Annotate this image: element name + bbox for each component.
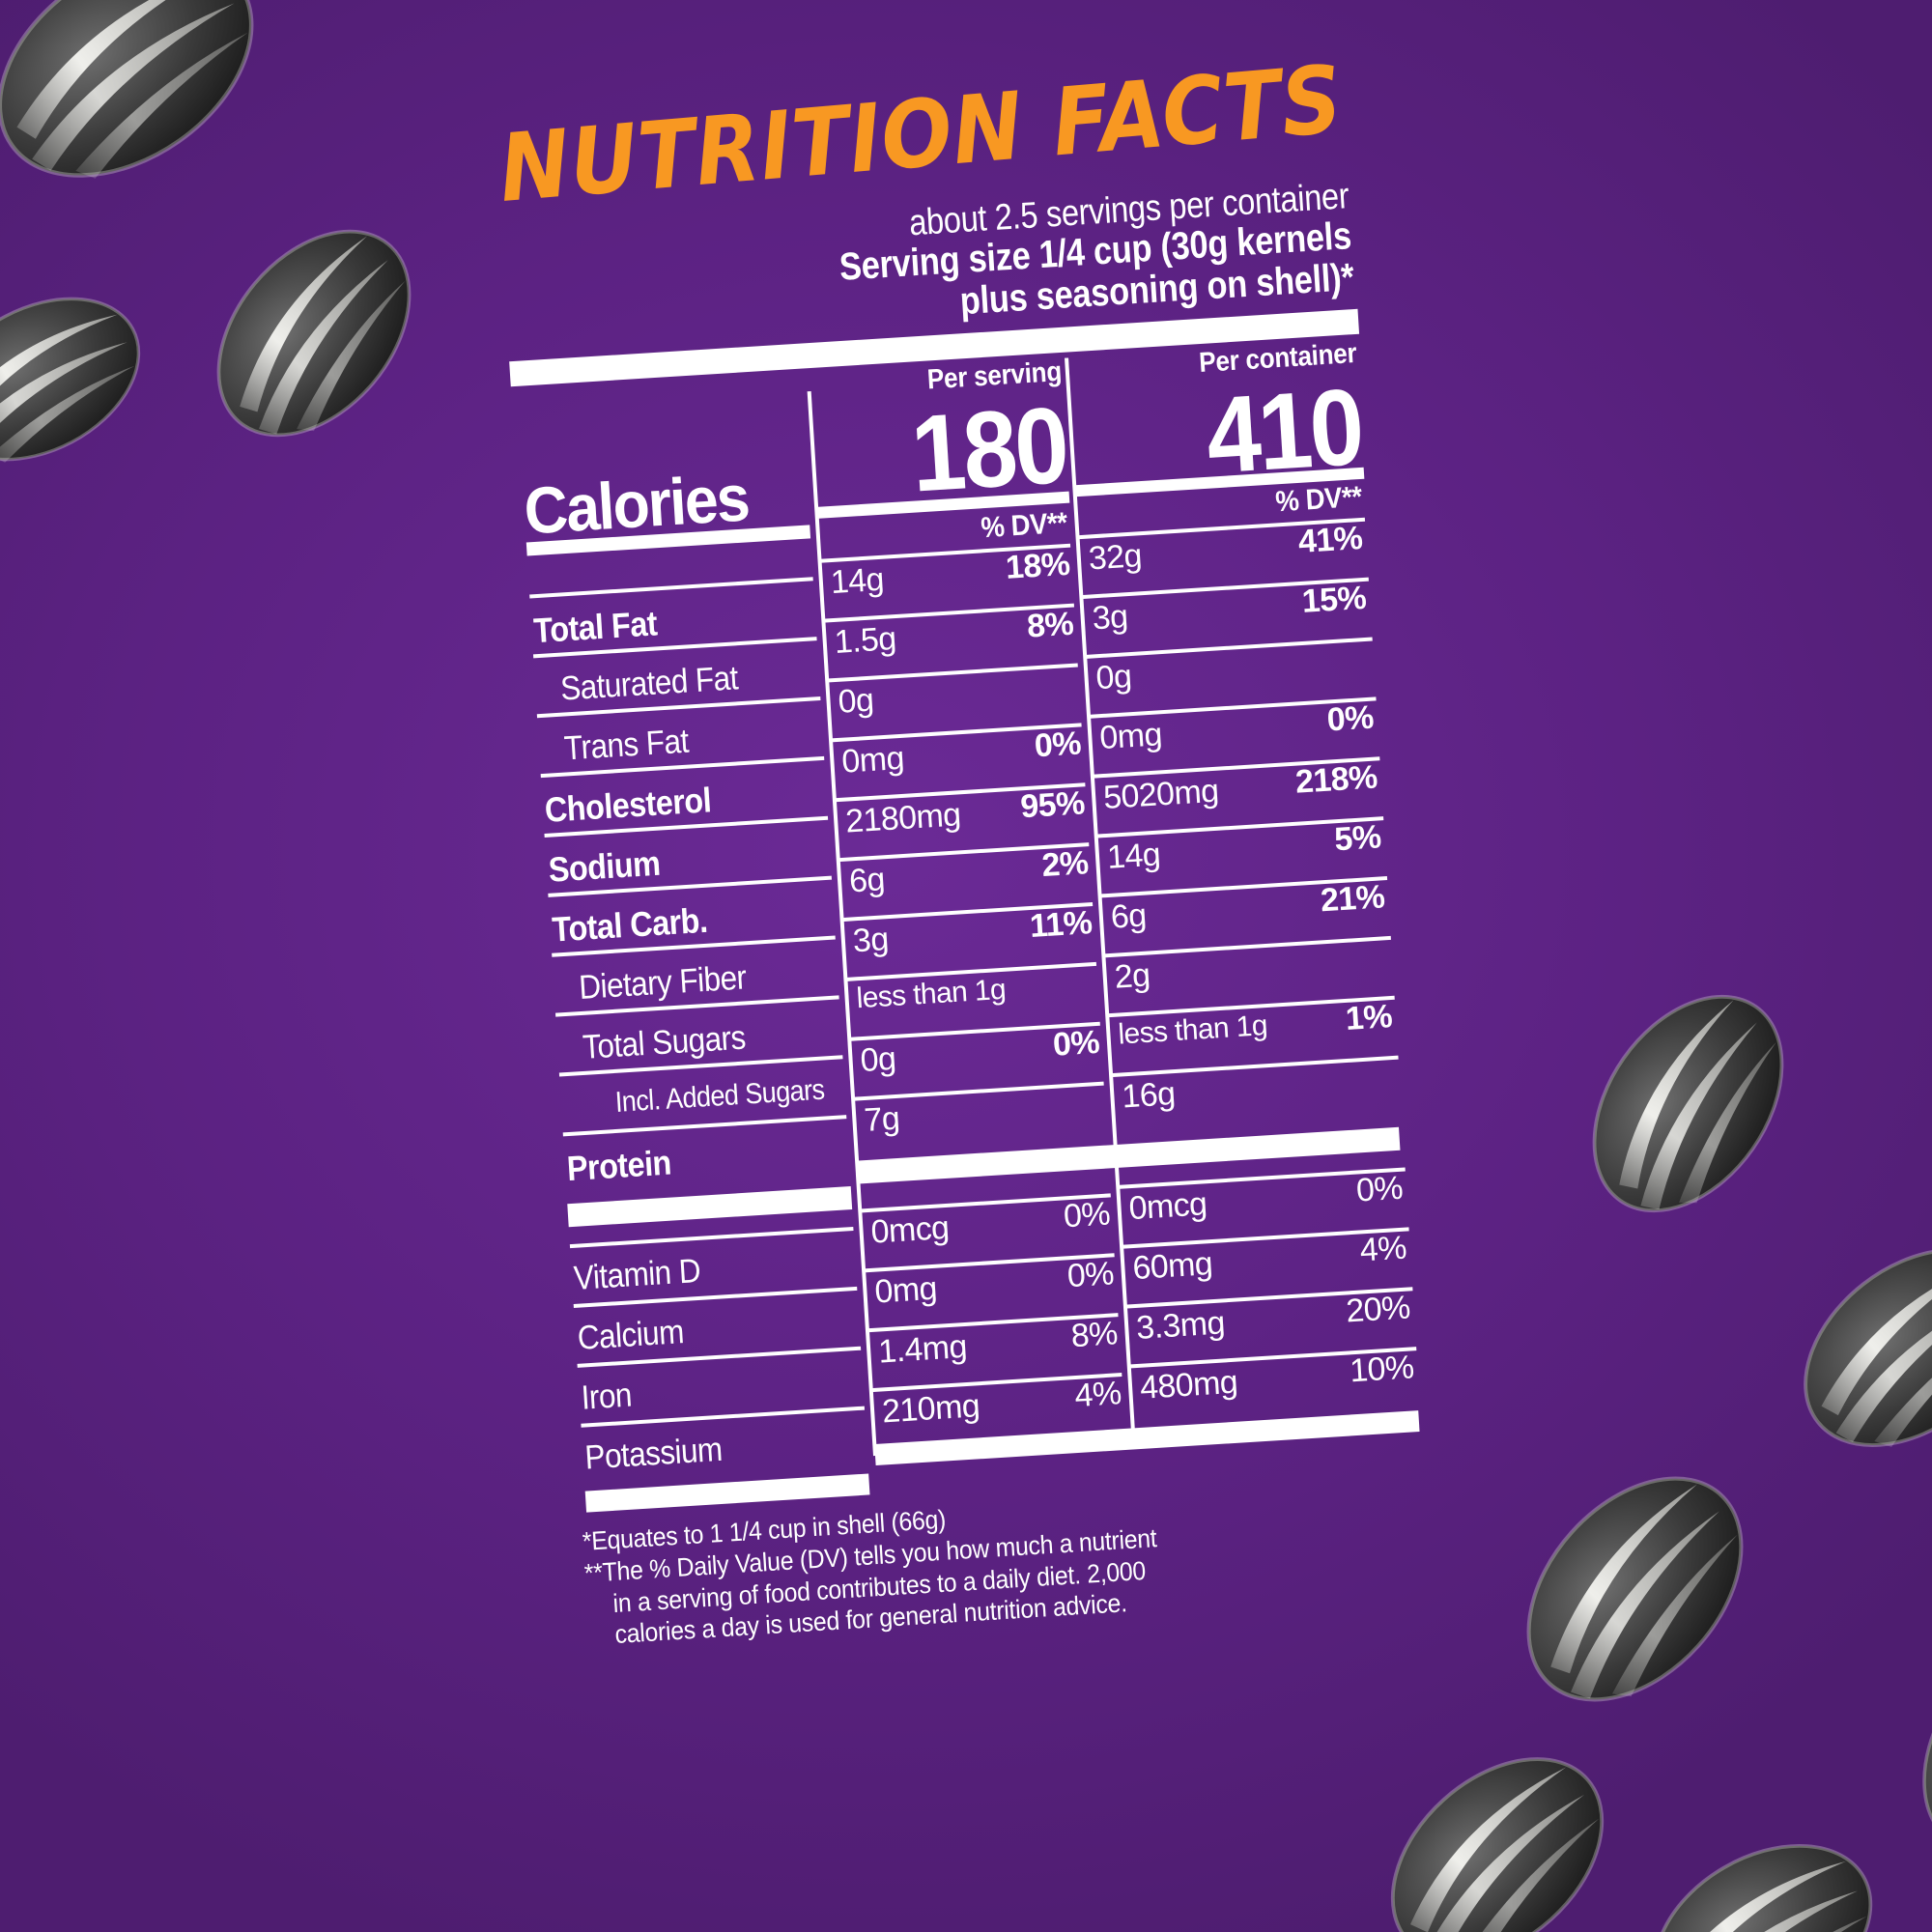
micronutrient-serving-dv: 4% (1073, 1374, 1122, 1414)
nutrient-name-saturated-fat: Saturated Fat (559, 658, 739, 708)
nutrient-container-dv: 21% (1319, 877, 1386, 919)
micronutrient-serving-dv: 8% (1069, 1314, 1119, 1354)
nutrient-name-sodium: Sodium (547, 842, 662, 890)
micronutrient-name-calcium: Calcium (576, 1312, 685, 1357)
row-divider (1103, 935, 1391, 958)
nutrient-name-dietary-fiber: Dietary Fiber (578, 958, 748, 1007)
row-divider (567, 1185, 853, 1227)
nutrient-name-total-fat: Total Fat (532, 603, 659, 650)
micronutrient-serving-dv: 0% (1062, 1195, 1112, 1236)
nutrient-container-amount: 0g (1094, 657, 1133, 696)
nutrient-serving-dv: 8% (1026, 605, 1075, 645)
nutrient-serving-dv: 95% (1019, 783, 1086, 826)
nutrition-facts-panel: NUTRITION FACTS about 2.5 servings per c… (495, 45, 1438, 1653)
row-divider (562, 1114, 847, 1137)
micronutrient-name-vitamin-d: Vitamin D (572, 1251, 702, 1297)
nutrient-serving-amount: 0g (837, 681, 875, 721)
micronutrient-name-potassium: Potassium (583, 1430, 724, 1477)
row-divider (569, 1226, 854, 1248)
nutrient-name-incl-added-sugars: Incl. Added Sugars (613, 1073, 826, 1119)
nutrient-serving-dv: 2% (1040, 843, 1090, 884)
nutrient-serving-dv: 11% (1028, 903, 1094, 945)
nutrition-table: Per serving Per container Calories 180 410% … (511, 333, 1430, 1520)
row-divider (1085, 637, 1373, 659)
nutrient-container-dv: 218% (1293, 758, 1378, 801)
nutrient-serving-amount: 7g (863, 1099, 901, 1139)
row-divider (584, 1473, 870, 1513)
micronutrient-container-dv: 20% (1345, 1289, 1411, 1330)
row-divider (852, 1081, 1104, 1101)
nutrient-container-amount: 2g (1113, 956, 1151, 996)
nutrient-serving-dv: 0% (1033, 724, 1082, 764)
nutrient-name-cholesterol: Cholesterol (543, 779, 713, 830)
nutrient-name-total-carb: Total Carb. (551, 899, 709, 950)
nutrient-name-trans-fat: Trans Fat (562, 722, 690, 768)
micronutrient-name-iron: Iron (580, 1376, 633, 1417)
row-divider (529, 576, 813, 599)
nutrient-container-dv: 15% (1300, 579, 1368, 620)
micronutrient-container-dv: 4% (1358, 1229, 1407, 1269)
nutrient-serving-amount: less than 1g (855, 973, 1007, 1014)
nutrient-container-dv: 41% (1296, 519, 1364, 560)
nutrient-name-protein: Protein (565, 1142, 672, 1188)
nutrient-serving-dv: 0% (1051, 1023, 1101, 1064)
micronutrient-serving-dv: 0% (1065, 1255, 1115, 1294)
nutrient-container-dv: 0% (1325, 698, 1375, 739)
micronutrient-container-dv: 0% (1354, 1169, 1405, 1209)
nutrient-container-amount: 16g (1121, 1074, 1177, 1116)
micronutrient-container-dv: 10% (1349, 1348, 1415, 1390)
row-divider (827, 663, 1078, 683)
row-divider (1110, 1055, 1399, 1077)
nutrient-name-total-sugars: Total Sugars (582, 1018, 747, 1066)
nutrient-serving-dv: 18% (1004, 545, 1071, 586)
nutrient-container-dv: 5% (1333, 818, 1382, 858)
